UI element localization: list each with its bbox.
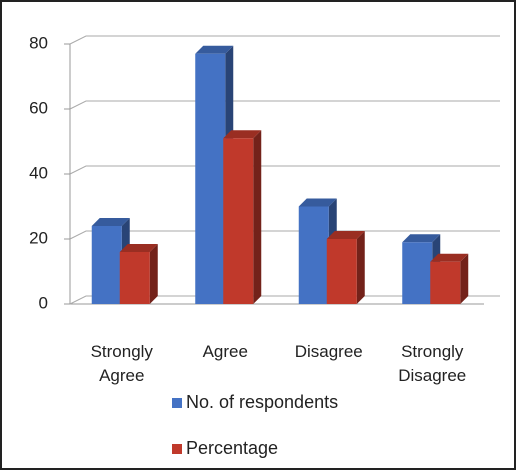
bar-side <box>253 130 262 304</box>
bar-top <box>298 198 337 207</box>
bar <box>326 239 357 304</box>
x-tick-label: Disagree <box>294 342 363 361</box>
bar-top <box>91 218 130 226</box>
bar-side <box>356 231 365 304</box>
legend-label: No. of respondents <box>186 392 339 412</box>
bar-group <box>430 253 469 304</box>
legend-swatch <box>172 443 182 454</box>
bar <box>298 206 329 304</box>
bar <box>223 138 254 304</box>
bar-group <box>195 45 234 304</box>
bar-top <box>195 45 234 54</box>
bar-side <box>460 253 469 304</box>
grid-line <box>69 100 500 110</box>
bar-group <box>119 244 158 304</box>
bar <box>119 252 150 304</box>
bar-top <box>430 253 469 262</box>
y-tick-label: 40 <box>29 163 48 182</box>
legend-item: No. of respondents <box>172 392 338 413</box>
legend-item: Percentage <box>172 438 278 459</box>
x-tick-label: Strongly Agree <box>90 342 153 385</box>
y-tick-label: 80 <box>29 33 48 52</box>
bar <box>195 53 226 304</box>
bar-top <box>119 244 158 252</box>
y-tick-label: 0 <box>39 293 48 312</box>
bar-group <box>326 231 365 304</box>
y-tick-label: 60 <box>29 98 48 117</box>
y-tick-label: 20 <box>29 228 48 247</box>
bar-top <box>223 130 262 139</box>
legend-swatch <box>172 397 182 408</box>
grid-line <box>69 165 500 175</box>
legend-label: Percentage <box>186 438 279 458</box>
x-tick-label: Strongly Disagree <box>398 342 467 385</box>
grid-line <box>69 35 500 45</box>
bar-side <box>149 244 158 304</box>
bar-group <box>223 130 262 304</box>
bar <box>430 261 461 304</box>
bar-top <box>402 234 441 243</box>
bar-top <box>326 231 365 239</box>
bar <box>91 226 122 304</box>
x-tick-label: Agree <box>202 342 248 361</box>
bar <box>402 242 433 304</box>
